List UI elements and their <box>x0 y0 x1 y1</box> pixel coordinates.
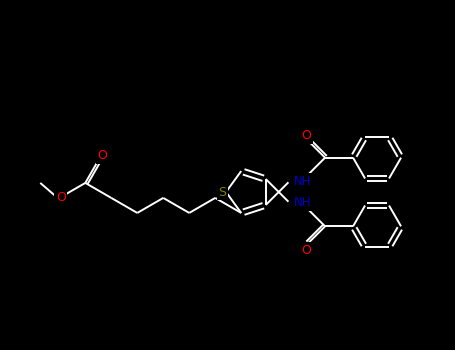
Text: O: O <box>97 149 107 162</box>
Text: NH: NH <box>293 175 311 188</box>
Text: O: O <box>301 129 311 142</box>
Text: NH: NH <box>293 196 311 209</box>
Text: S: S <box>218 186 226 198</box>
Text: O: O <box>56 191 66 204</box>
Text: O: O <box>301 244 311 257</box>
